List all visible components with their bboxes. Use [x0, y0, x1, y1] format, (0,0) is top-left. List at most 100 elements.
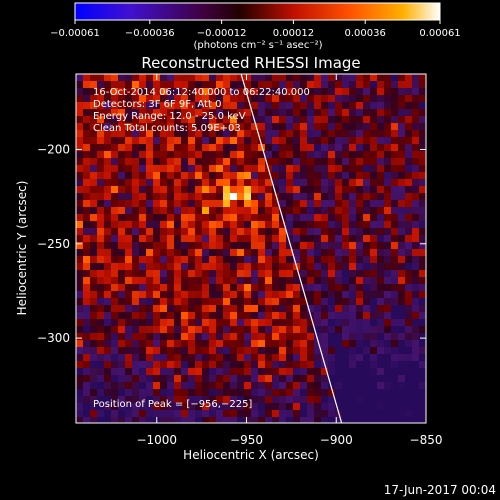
- heatmap-cell: [83, 88, 90, 95]
- heatmap-cell: [167, 284, 174, 291]
- heatmap-cell: [216, 179, 223, 186]
- heatmap-cell: [202, 242, 209, 249]
- heatmap-cell: [384, 235, 391, 242]
- heatmap-cell: [97, 116, 104, 123]
- heatmap-cell: [384, 298, 391, 305]
- heatmap-cell: [167, 403, 174, 410]
- heatmap-cell: [139, 256, 146, 263]
- heatmap-cell: [160, 305, 167, 312]
- heatmap-cell: [125, 305, 132, 312]
- heatmap-cell: [258, 270, 265, 277]
- heatmap-cell: [195, 102, 202, 109]
- heatmap-cell: [412, 200, 419, 207]
- heatmap-cell: [132, 158, 139, 165]
- heatmap-cell: [195, 207, 202, 214]
- heatmap-cell: [349, 347, 356, 354]
- heatmap-cell: [419, 340, 426, 347]
- heatmap-cell: [139, 396, 146, 403]
- heatmap-cell: [230, 74, 237, 81]
- heatmap-cell: [216, 305, 223, 312]
- heatmap-cell: [139, 312, 146, 319]
- heatmap-cell: [314, 88, 321, 95]
- heatmap-cell: [363, 207, 370, 214]
- heatmap-cell: [258, 242, 265, 249]
- heatmap-cell: [412, 333, 419, 340]
- heatmap-cell: [342, 389, 349, 396]
- heatmap-cell: [391, 270, 398, 277]
- heatmap-cell: [209, 284, 216, 291]
- heatmap-cell: [104, 326, 111, 333]
- heatmap-cell: [146, 354, 153, 361]
- heatmap-cell: [90, 228, 97, 235]
- heatmap-cell: [321, 116, 328, 123]
- heatmap-cell: [419, 284, 426, 291]
- heatmap-cell: [153, 144, 160, 151]
- heatmap-cell: [300, 228, 307, 235]
- heatmap-cell: [202, 333, 209, 340]
- heatmap-cell: [209, 116, 216, 123]
- heatmap-cell: [188, 165, 195, 172]
- heatmap-cell: [384, 102, 391, 109]
- heatmap-cell: [90, 368, 97, 375]
- heatmap-cell: [195, 312, 202, 319]
- heatmap-cell: [97, 382, 104, 389]
- heatmap-cell: [370, 193, 377, 200]
- heatmap-cell: [83, 354, 90, 361]
- heatmap-cell: [377, 235, 384, 242]
- heatmap-cell: [307, 130, 314, 137]
- heatmap-cell: [118, 389, 125, 396]
- heatmap-cell: [111, 249, 118, 256]
- heatmap-cell: [188, 305, 195, 312]
- heatmap-cell: [279, 403, 286, 410]
- heatmap-cell: [370, 186, 377, 193]
- heatmap-cell: [377, 165, 384, 172]
- heatmap-cell: [125, 277, 132, 284]
- heatmap-cell: [90, 277, 97, 284]
- heatmap-cell: [223, 179, 230, 186]
- heatmap-cell: [405, 179, 412, 186]
- heatmap-cell: [398, 403, 405, 410]
- heatmap-cell: [97, 81, 104, 88]
- heatmap-cell: [244, 158, 251, 165]
- heatmap-cell: [146, 312, 153, 319]
- heatmap-cell: [104, 256, 111, 263]
- annotation-clean-counts: Clean Total counts: 5.09E+03: [93, 123, 241, 134]
- heatmap-cell: [321, 319, 328, 326]
- heatmap-cell: [391, 207, 398, 214]
- heatmap-cell: [160, 326, 167, 333]
- heatmap-cell: [370, 410, 377, 417]
- heatmap-cell: [279, 88, 286, 95]
- heatmap-cell: [342, 347, 349, 354]
- heatmap-cell: [174, 228, 181, 235]
- heatmap-cell: [321, 417, 328, 423]
- heatmap-cell: [125, 340, 132, 347]
- heatmap-cell: [83, 410, 90, 417]
- heatmap-cell: [307, 144, 314, 151]
- heatmap-cell: [90, 375, 97, 382]
- heatmap-cell: [216, 172, 223, 179]
- heatmap-cell: [300, 291, 307, 298]
- heatmap-cell: [314, 172, 321, 179]
- heatmap-cell: [223, 284, 230, 291]
- heatmap-cell: [377, 382, 384, 389]
- heatmap-cell: [90, 270, 97, 277]
- heatmap-cell: [321, 347, 328, 354]
- heatmap-cell: [349, 130, 356, 137]
- heatmap-cell: [111, 319, 118, 326]
- heatmap-cell: [139, 361, 146, 368]
- heatmap-cell: [412, 249, 419, 256]
- heatmap-cell: [251, 249, 258, 256]
- heatmap-cell: [328, 417, 335, 423]
- heatmap-cell: [293, 312, 300, 319]
- heatmap-cell: [111, 256, 118, 263]
- heatmap-cell: [181, 130, 188, 137]
- heatmap-cell: [272, 361, 279, 368]
- heatmap-cell: [293, 102, 300, 109]
- heatmap-cell: [174, 165, 181, 172]
- heatmap-cell: [251, 102, 258, 109]
- heatmap-cell: [167, 102, 174, 109]
- heatmap-cell: [391, 298, 398, 305]
- heatmap-cell: [391, 116, 398, 123]
- heatmap-cell: [405, 291, 412, 298]
- heatmap-cell: [97, 354, 104, 361]
